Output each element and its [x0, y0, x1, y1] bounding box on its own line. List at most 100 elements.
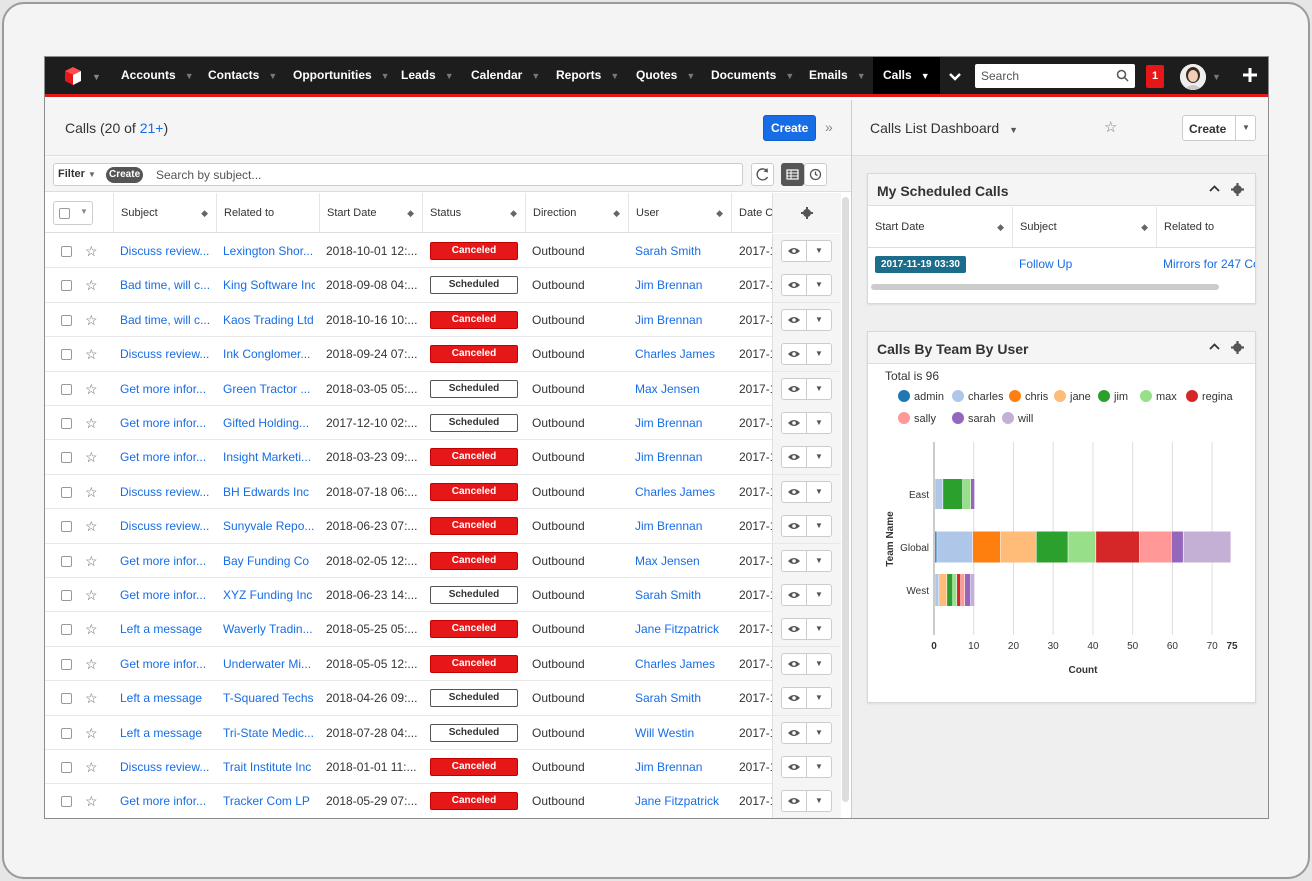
- related-link[interactable]: Lexington Shor...: [223, 244, 314, 258]
- favorite-star-icon[interactable]: ☆: [85, 621, 98, 638]
- user-link[interactable]: Charles James: [635, 656, 716, 671]
- row-checkbox[interactable]: [61, 762, 72, 773]
- favorite-star-icon[interactable]: ☆: [1104, 119, 1118, 136]
- subject-link[interactable]: Follow Up: [1019, 257, 1073, 271]
- favorite-star-icon[interactable]: ☆: [85, 483, 98, 500]
- mass-select-dropdown[interactable]: ▼: [53, 201, 93, 225]
- subject-link[interactable]: Bad time, will c...: [120, 312, 211, 327]
- related-link[interactable]: XYZ Funding Inc: [223, 588, 313, 602]
- favorite-star-icon[interactable]: ☆: [85, 346, 98, 363]
- favorite-star-icon[interactable]: ☆: [85, 518, 98, 535]
- subject-link[interactable]: Get more infor...: [120, 794, 207, 809]
- create-button[interactable]: Create: [763, 115, 817, 141]
- nav-caret-icon[interactable]: ▼: [184, 71, 194, 81]
- subject-link[interactable]: Get more infor...: [120, 450, 207, 465]
- user-link[interactable]: Charles James: [635, 484, 716, 499]
- column-header[interactable]: Status ◆: [422, 193, 525, 233]
- row-checkbox[interactable]: [61, 624, 72, 636]
- nav-item-quotes[interactable]: Quotes ▼: [636, 57, 695, 94]
- row-checkbox[interactable]: [61, 452, 72, 464]
- legend-item-chris[interactable]: chris: [1009, 390, 1048, 403]
- gear-icon[interactable]: [1231, 341, 1244, 354]
- subject-search-input[interactable]: [156, 164, 716, 185]
- subject-link[interactable]: Discuss review...: [120, 244, 210, 258]
- row-checkbox[interactable]: [61, 727, 72, 739]
- nav-item-accounts[interactable]: Accounts ▼: [121, 57, 194, 94]
- row-checkbox[interactable]: [61, 693, 72, 705]
- nav-caret-icon[interactable]: ▼: [856, 71, 866, 81]
- favorite-star-icon[interactable]: ☆: [85, 793, 98, 810]
- column-settings[interactable]: [772, 193, 841, 233]
- row-checkbox[interactable]: [61, 246, 72, 257]
- row-actions-dropdown[interactable]: ▼: [806, 549, 832, 572]
- subject-link[interactable]: Get more infor...: [120, 656, 207, 671]
- nav-item-calls[interactable]: Calls ▼: [873, 57, 940, 94]
- row-actions-dropdown[interactable]: ▼: [806, 343, 832, 366]
- search-input[interactable]: [975, 64, 1105, 88]
- row-actions-dropdown[interactable]: ▼: [806, 308, 832, 331]
- preview-button[interactable]: [781, 790, 807, 813]
- legend-item-regina[interactable]: regina: [1186, 390, 1233, 403]
- favorite-star-icon[interactable]: ☆: [85, 277, 98, 294]
- row-actions-dropdown[interactable]: ▼: [806, 446, 832, 469]
- preview-button[interactable]: [781, 274, 807, 297]
- user-link[interactable]: Max Jensen: [635, 381, 700, 396]
- legend-item-max[interactable]: max: [1140, 390, 1177, 403]
- collapse-sidebar-icon[interactable]: »: [825, 119, 833, 135]
- user-link[interactable]: Jane Fitzpatrick: [635, 622, 720, 637]
- nav-item-leads[interactable]: Leads ▼: [401, 57, 454, 94]
- nav-caret-icon[interactable]: ▼: [380, 71, 390, 81]
- column-header[interactable]: Subject ◆: [113, 193, 216, 233]
- column-header[interactable]: Date C: [731, 193, 772, 233]
- chevron-up-icon[interactable]: [1208, 182, 1221, 195]
- row-checkbox[interactable]: [61, 486, 72, 498]
- related-link[interactable]: BH Edwards Inc: [223, 484, 310, 499]
- favorite-star-icon[interactable]: ☆: [85, 724, 98, 741]
- subject-link[interactable]: Discuss review...: [120, 519, 210, 534]
- nav-item-opportunities[interactable]: Opportunities ▼: [293, 57, 390, 94]
- user-link[interactable]: Jim Brennan: [635, 760, 703, 774]
- related-link[interactable]: Mirrors for 247 Co: [1163, 257, 1255, 271]
- related-link[interactable]: Underwater Mi...: [223, 656, 312, 671]
- nav-item-documents[interactable]: Documents ▼: [711, 57, 794, 94]
- preview-button[interactable]: [781, 343, 807, 366]
- related-link[interactable]: Tracker Com LP: [223, 794, 310, 809]
- subject-link[interactable]: Left a message: [120, 691, 203, 706]
- favorite-star-icon[interactable]: ☆: [85, 380, 98, 397]
- row-checkbox[interactable]: [61, 349, 72, 361]
- search-icon[interactable]: [1116, 69, 1129, 82]
- filter-create-button[interactable]: Create: [106, 167, 144, 183]
- row-actions-dropdown[interactable]: ▼: [806, 240, 832, 262]
- row-actions-dropdown[interactable]: ▼: [806, 790, 832, 813]
- dashboard-create-caret-icon[interactable]: ▼: [1235, 116, 1256, 140]
- preview-button[interactable]: [781, 412, 807, 434]
- subject-link[interactable]: Left a message: [120, 725, 203, 740]
- row-checkbox[interactable]: [61, 418, 72, 429]
- row-actions-dropdown[interactable]: ▼: [806, 480, 832, 503]
- row-checkbox[interactable]: [61, 314, 72, 326]
- nav-caret-icon[interactable]: ▼: [444, 71, 454, 81]
- related-link[interactable]: Waverly Tradin...: [223, 622, 313, 637]
- legend-item-jane[interactable]: jane: [1054, 390, 1091, 403]
- user-link[interactable]: Sarah Smith: [635, 691, 702, 706]
- row-checkbox[interactable]: [61, 521, 72, 533]
- user-link[interactable]: Sarah Smith: [635, 588, 702, 602]
- favorite-star-icon[interactable]: ☆: [85, 311, 98, 328]
- preview-button[interactable]: [781, 377, 807, 400]
- row-actions-dropdown[interactable]: ▼: [806, 377, 832, 400]
- related-link[interactable]: Kaos Trading Ltd: [223, 312, 314, 327]
- subject-link[interactable]: Left a message: [120, 622, 203, 637]
- chevron-up-icon[interactable]: [1208, 340, 1221, 353]
- column-header-start-date[interactable]: Start Date ◆: [868, 207, 1012, 247]
- gear-icon[interactable]: [1231, 183, 1244, 196]
- user-link[interactable]: Will Westin: [635, 725, 695, 740]
- row-checkbox[interactable]: [61, 658, 72, 670]
- subject-link[interactable]: Bad time, will c...: [120, 278, 211, 293]
- row-actions-dropdown[interactable]: ▼: [806, 652, 832, 675]
- nav-caret-icon[interactable]: ▼: [268, 71, 278, 81]
- favorite-star-icon[interactable]: ☆: [85, 759, 98, 775]
- related-link[interactable]: Ink Conglomer...: [223, 347, 311, 362]
- favorite-star-icon[interactable]: ☆: [85, 552, 98, 569]
- row-actions-dropdown[interactable]: ▼: [806, 584, 832, 606]
- preview-button[interactable]: [781, 515, 807, 538]
